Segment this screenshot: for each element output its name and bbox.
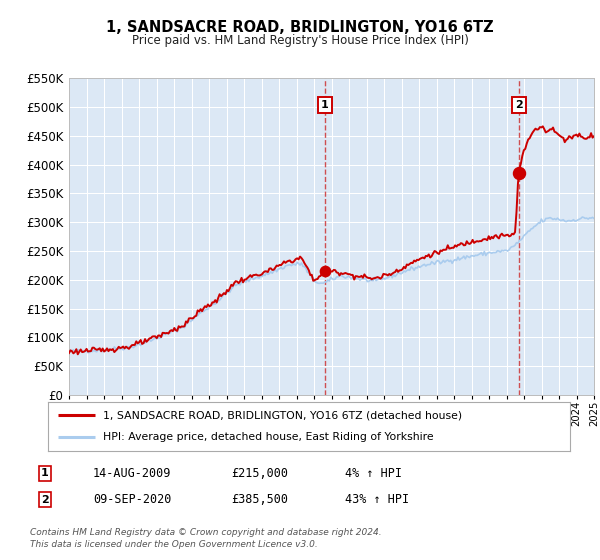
Text: £385,500: £385,500: [231, 493, 288, 506]
Text: HPI: Average price, detached house, East Riding of Yorkshire: HPI: Average price, detached house, East…: [103, 432, 433, 442]
Text: Price paid vs. HM Land Registry's House Price Index (HPI): Price paid vs. HM Land Registry's House …: [131, 34, 469, 46]
Point: [320, 267, 329, 276]
Text: This data is licensed under the Open Government Licence v3.0.: This data is licensed under the Open Gov…: [30, 540, 318, 549]
Text: 1, SANDSACRE ROAD, BRIDLINGTON, YO16 6TZ (detached house): 1, SANDSACRE ROAD, BRIDLINGTON, YO16 6TZ…: [103, 410, 462, 421]
Point: [514, 169, 523, 178]
Text: 2: 2: [515, 100, 523, 110]
Text: 4% ↑ HPI: 4% ↑ HPI: [345, 466, 402, 480]
Text: 1: 1: [321, 100, 329, 110]
Text: 09-SEP-2020: 09-SEP-2020: [93, 493, 172, 506]
Text: 1: 1: [41, 468, 49, 478]
Text: 14-AUG-2009: 14-AUG-2009: [93, 466, 172, 480]
Text: £215,000: £215,000: [231, 466, 288, 480]
Text: 43% ↑ HPI: 43% ↑ HPI: [345, 493, 409, 506]
Text: Contains HM Land Registry data © Crown copyright and database right 2024.: Contains HM Land Registry data © Crown c…: [30, 528, 382, 536]
Text: 1, SANDSACRE ROAD, BRIDLINGTON, YO16 6TZ: 1, SANDSACRE ROAD, BRIDLINGTON, YO16 6TZ: [106, 20, 494, 35]
Text: 2: 2: [41, 494, 49, 505]
